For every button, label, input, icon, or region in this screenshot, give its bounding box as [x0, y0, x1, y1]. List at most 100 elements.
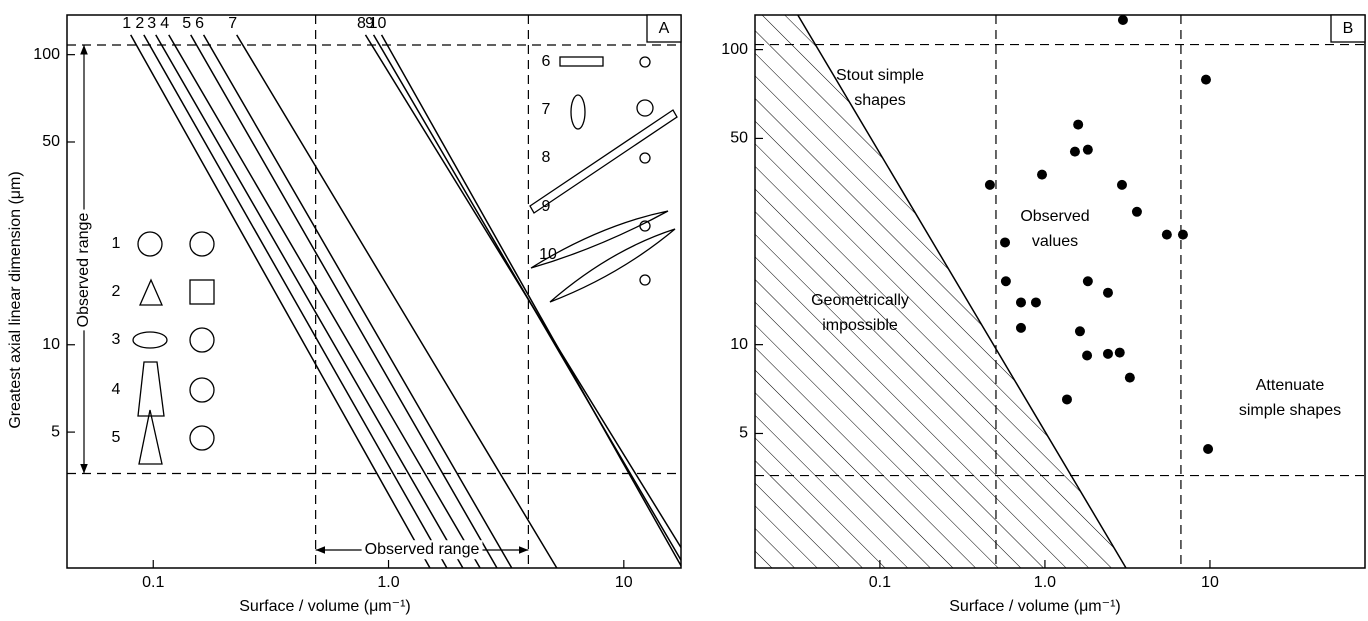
label-background: [74, 209, 94, 331]
icon: [189, 425, 215, 451]
data-point: [1069, 146, 1080, 157]
icon: [639, 152, 651, 164]
x-tick-label: 0.1: [142, 574, 164, 591]
icon: [138, 409, 163, 465]
x-tick-label: 10: [1201, 574, 1219, 591]
series-line: [155, 34, 464, 569]
icon: [529, 109, 678, 214]
y-tick-label: 100: [721, 41, 748, 58]
x-axis-label: Surface / volume (μm⁻¹): [239, 598, 410, 615]
icon: [137, 231, 163, 257]
icon-label: 1: [112, 235, 121, 252]
line-label: 6: [195, 15, 204, 32]
hatched-region: [755, 15, 1127, 568]
data-point: [1082, 276, 1093, 287]
line-label: 2: [135, 15, 144, 32]
icon: [139, 278, 163, 306]
series-line: [380, 34, 682, 567]
x-axis-label: Surface / volume (μm⁻¹): [949, 598, 1120, 615]
icon: [189, 377, 215, 403]
line-label: 5: [182, 15, 191, 32]
icon-label: 5: [112, 429, 121, 446]
series-line: [130, 34, 431, 569]
annotation: Observed range: [75, 213, 92, 328]
data-point: [1131, 206, 1142, 217]
data-point: [1000, 276, 1011, 287]
data-point: [1082, 144, 1093, 155]
annotation: shapes: [854, 92, 906, 109]
y-tick-label: 50: [730, 130, 748, 147]
icon-label: 2: [112, 283, 121, 300]
icon: [639, 56, 651, 68]
panel-label: A: [659, 20, 670, 37]
y-axis-label: Greatest axial linear dimension (μm): [7, 171, 24, 428]
data-point: [1177, 229, 1188, 240]
x-tick-label: 1.0: [1034, 574, 1056, 591]
series-line: [168, 34, 481, 569]
icon-label: 3: [112, 331, 121, 348]
data-point: [1102, 348, 1113, 359]
data-point: [1082, 350, 1093, 361]
annotation: simple shapes: [1239, 402, 1341, 419]
line-label: 10: [369, 15, 387, 32]
icon: [639, 274, 651, 286]
plot-frame: [754, 14, 1366, 569]
data-point: [1114, 347, 1125, 358]
x-tick-label: 1.0: [377, 574, 399, 591]
line-label: 9: [365, 15, 374, 32]
panel-label-box: [1330, 14, 1366, 43]
line-label: 4: [160, 15, 169, 32]
data-point: [1116, 179, 1127, 190]
annotation: Observed: [1020, 208, 1089, 225]
data-point: [1073, 119, 1084, 130]
icon: [137, 361, 165, 417]
shape-icons: 1 2 3 4 5 6 7 8 9 10: [112, 53, 678, 465]
annotation: Geometrically: [811, 292, 909, 309]
data-point: [1161, 229, 1172, 240]
annotation: Attenuate: [1256, 377, 1325, 394]
panel-label-box: [646, 14, 682, 43]
icon: [639, 220, 651, 232]
icon-label: 4: [112, 381, 121, 398]
plot-frame: [66, 14, 682, 569]
icon-label: 10: [539, 246, 557, 263]
y-tick-label: 100: [33, 46, 60, 63]
series-line: [190, 34, 498, 569]
x-tick-label: 0.1: [869, 574, 891, 591]
line-label: 7: [228, 15, 237, 32]
series-line: [372, 34, 682, 561]
data-point: [1203, 443, 1214, 454]
icon-label: 8: [542, 149, 551, 166]
data-point: [1074, 326, 1085, 337]
series-line: [202, 34, 513, 569]
y-tick-label: 50: [42, 133, 60, 150]
y-tick-label: 10: [42, 336, 60, 353]
line-label: 1: [122, 15, 131, 32]
data-point: [1030, 297, 1041, 308]
annotation: Observed range: [365, 541, 480, 558]
data-point: [1102, 287, 1113, 298]
line-label: 8: [357, 15, 366, 32]
y-tick-label: 10: [730, 336, 748, 353]
data-point: [984, 179, 995, 190]
icon: [530, 210, 669, 269]
line-label: 3: [147, 15, 156, 32]
data-point: [1117, 14, 1128, 25]
annotation: impossible: [822, 317, 898, 334]
icon: [132, 331, 168, 349]
icon-label: 6: [542, 53, 551, 70]
data-point: [1015, 322, 1026, 333]
label-background: [361, 540, 483, 560]
annotation: Stout simple: [836, 67, 924, 84]
icon: [636, 99, 654, 117]
data-point: [1000, 237, 1011, 248]
y-tick-label: 5: [51, 423, 60, 440]
series-line: [236, 34, 558, 569]
data-point: [1015, 297, 1026, 308]
data-point: [1037, 169, 1048, 180]
panel-label: B: [1343, 20, 1354, 37]
series-line: [143, 34, 448, 569]
icon-label: 9: [542, 198, 551, 215]
icon: [189, 327, 215, 353]
